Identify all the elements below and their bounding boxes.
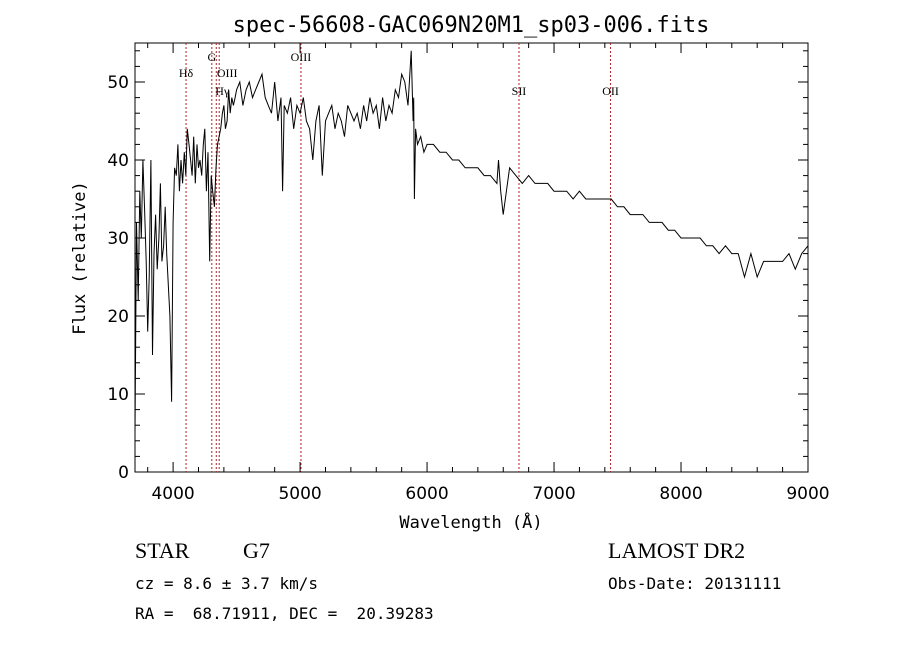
y-tick-label: 30 xyxy=(107,229,129,249)
x-tick-label: 6000 xyxy=(405,484,448,504)
x-tick-label: 8000 xyxy=(659,484,702,504)
x-tick-label: 5000 xyxy=(278,484,321,504)
survey-label: LAMOST DR2 xyxy=(608,538,746,563)
object-class: STAR xyxy=(135,538,190,563)
spectrum-line xyxy=(134,50,809,434)
x-axis-label: Wavelength (Å) xyxy=(399,511,542,533)
y-tick-label: 20 xyxy=(107,307,129,327)
line-marker-label: Hγ xyxy=(215,84,230,98)
cz-readout: cz = 8.6 ± 3.7 km/s xyxy=(135,574,319,593)
y-tick-label: 0 xyxy=(118,463,129,483)
y-axis-label: Flux (relative) xyxy=(70,181,90,335)
line-marker-label: OIII xyxy=(291,50,312,64)
plot-frame xyxy=(134,42,809,473)
line-marker-label: Hδ xyxy=(179,66,194,80)
y-axis: 0 10 20 30 40 50 xyxy=(107,50,808,483)
ra-dec-readout: RA = 68.71911, DEC = 20.39283 xyxy=(135,604,434,623)
y-tick-label: 40 xyxy=(107,151,129,171)
chart-title: spec-56608-GAC069N20M1_sp03-006.fits xyxy=(233,13,710,38)
y-tick-label: 10 xyxy=(107,385,129,405)
x-axis: 4000 5000 6000 7000 8000 9000 xyxy=(147,43,830,504)
line-marker-label: G xyxy=(207,50,216,64)
line-marker-label: SII xyxy=(512,84,527,98)
line-marker-label: OIII xyxy=(217,66,238,80)
y-tick-label: 50 xyxy=(107,73,129,93)
x-tick-label: 7000 xyxy=(532,484,575,504)
object-subclass: G7 xyxy=(243,538,270,563)
obs-date: Obs-Date: 20131111 xyxy=(608,574,782,593)
x-tick-label: 9000 xyxy=(786,484,829,504)
x-tick-label: 4000 xyxy=(151,484,194,504)
line-marker-label: OII xyxy=(602,84,619,98)
